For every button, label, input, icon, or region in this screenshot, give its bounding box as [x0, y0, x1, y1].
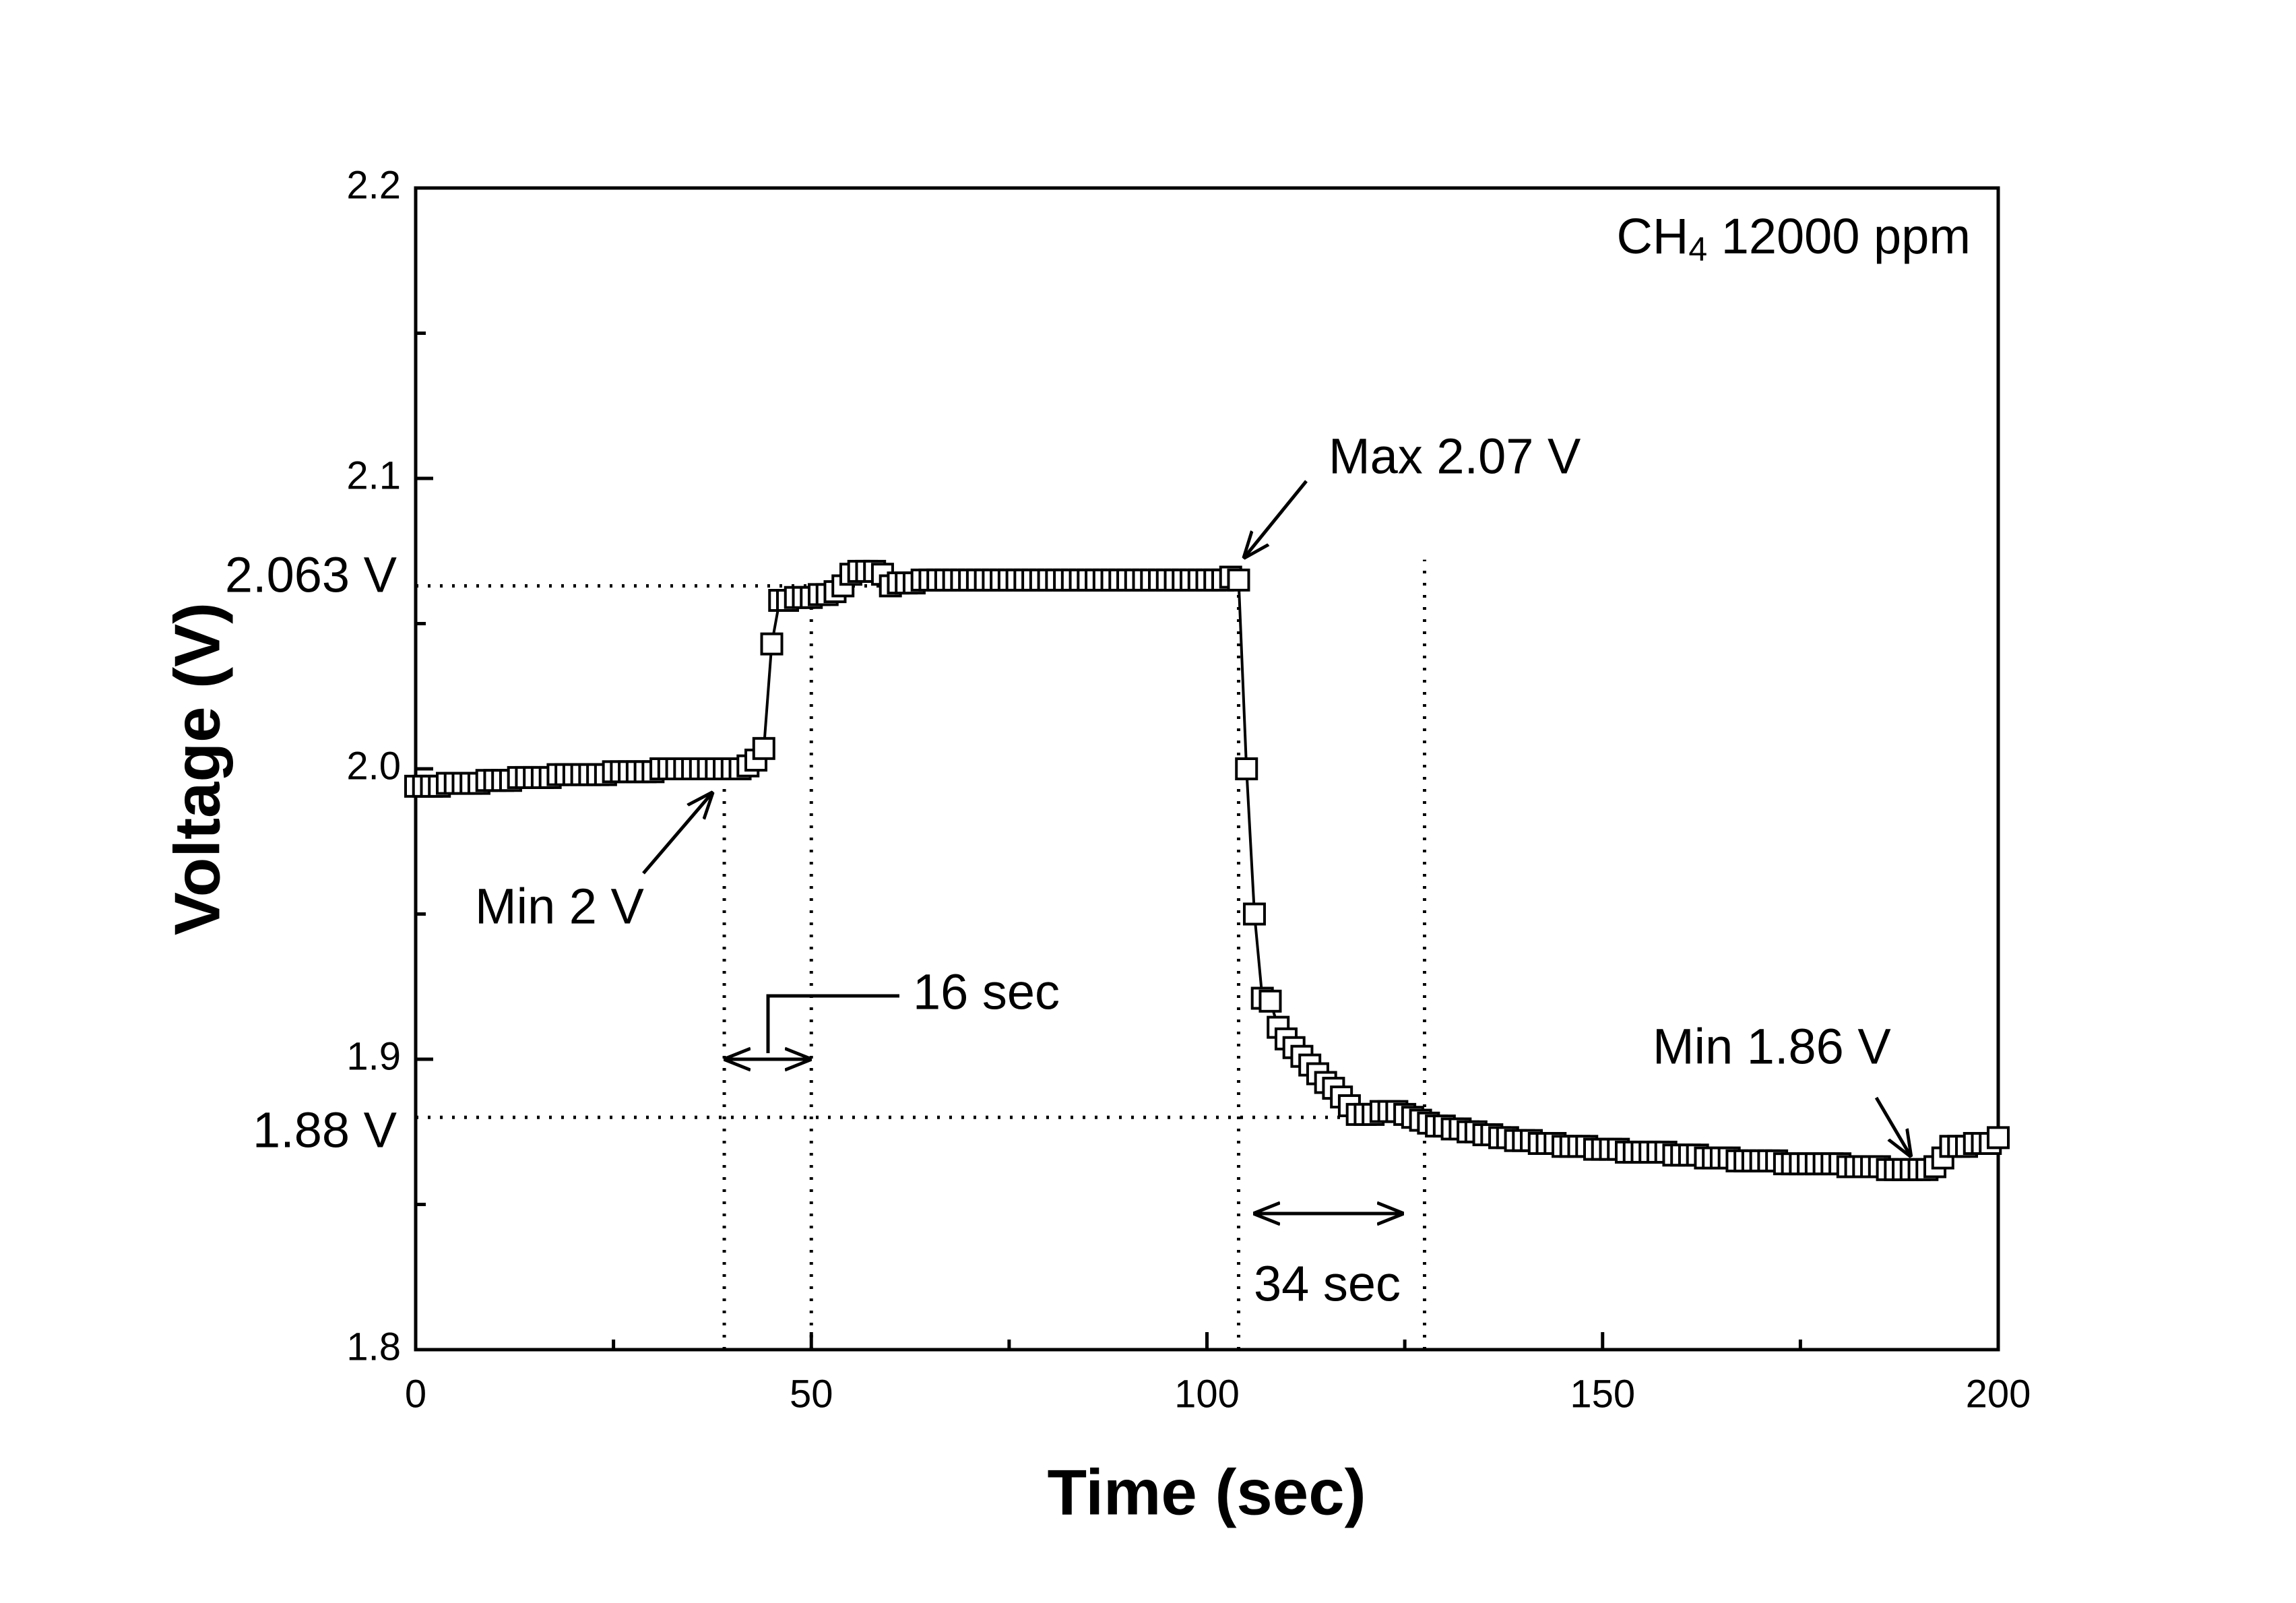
- data-line: [416, 569, 2000, 1171]
- annotation: 16 sec: [913, 964, 1060, 1020]
- x-axis-title: Time (sec): [1047, 1456, 1366, 1528]
- y-axis-title: Voltage (V): [161, 602, 233, 935]
- gas-label-subscript: 4: [1688, 230, 1707, 268]
- y-tick-label: 2.1: [346, 453, 401, 497]
- y-tick-label: 2.0: [346, 744, 401, 788]
- annotation: Max 2.07 V: [1329, 429, 1581, 484]
- x-tick-label: 200: [1966, 1372, 2031, 1416]
- x-tick-label: 0: [405, 1372, 426, 1416]
- annotation-arrow: [1874, 1096, 1910, 1155]
- gas-label-part: CH: [1616, 208, 1688, 264]
- data-point: [1987, 1126, 2010, 1150]
- data-point: [760, 632, 784, 656]
- annotation-arrow: [642, 794, 711, 875]
- y-tick-label: 1.8: [346, 1325, 401, 1369]
- data-point: [1242, 902, 1266, 926]
- gas-label-part: 12000 ppm: [1707, 208, 1971, 264]
- data-point: [752, 736, 775, 760]
- annotation: 2.063 V: [225, 547, 397, 603]
- x-tick-label: 100: [1174, 1372, 1240, 1416]
- leader-line: [766, 994, 899, 1053]
- data-point: [1235, 757, 1258, 780]
- annotation: Min 2 V: [475, 879, 645, 935]
- annotation-arrow: [1245, 480, 1308, 557]
- annotation: 1.88 V: [253, 1102, 397, 1158]
- x-tick-label: 50: [790, 1372, 833, 1416]
- annotation: 34 sec: [1254, 1256, 1401, 1312]
- data-point: [1258, 989, 1282, 1013]
- annotation: Min 1.86 V: [1653, 1019, 1891, 1075]
- x-tick-label: 150: [1570, 1372, 1635, 1416]
- y-tick-label: 1.9: [346, 1034, 401, 1078]
- gas-label: CH4 12000 ppm: [1616, 208, 1971, 269]
- y-tick-label: 2.2: [346, 163, 401, 207]
- data-point: [1227, 568, 1250, 592]
